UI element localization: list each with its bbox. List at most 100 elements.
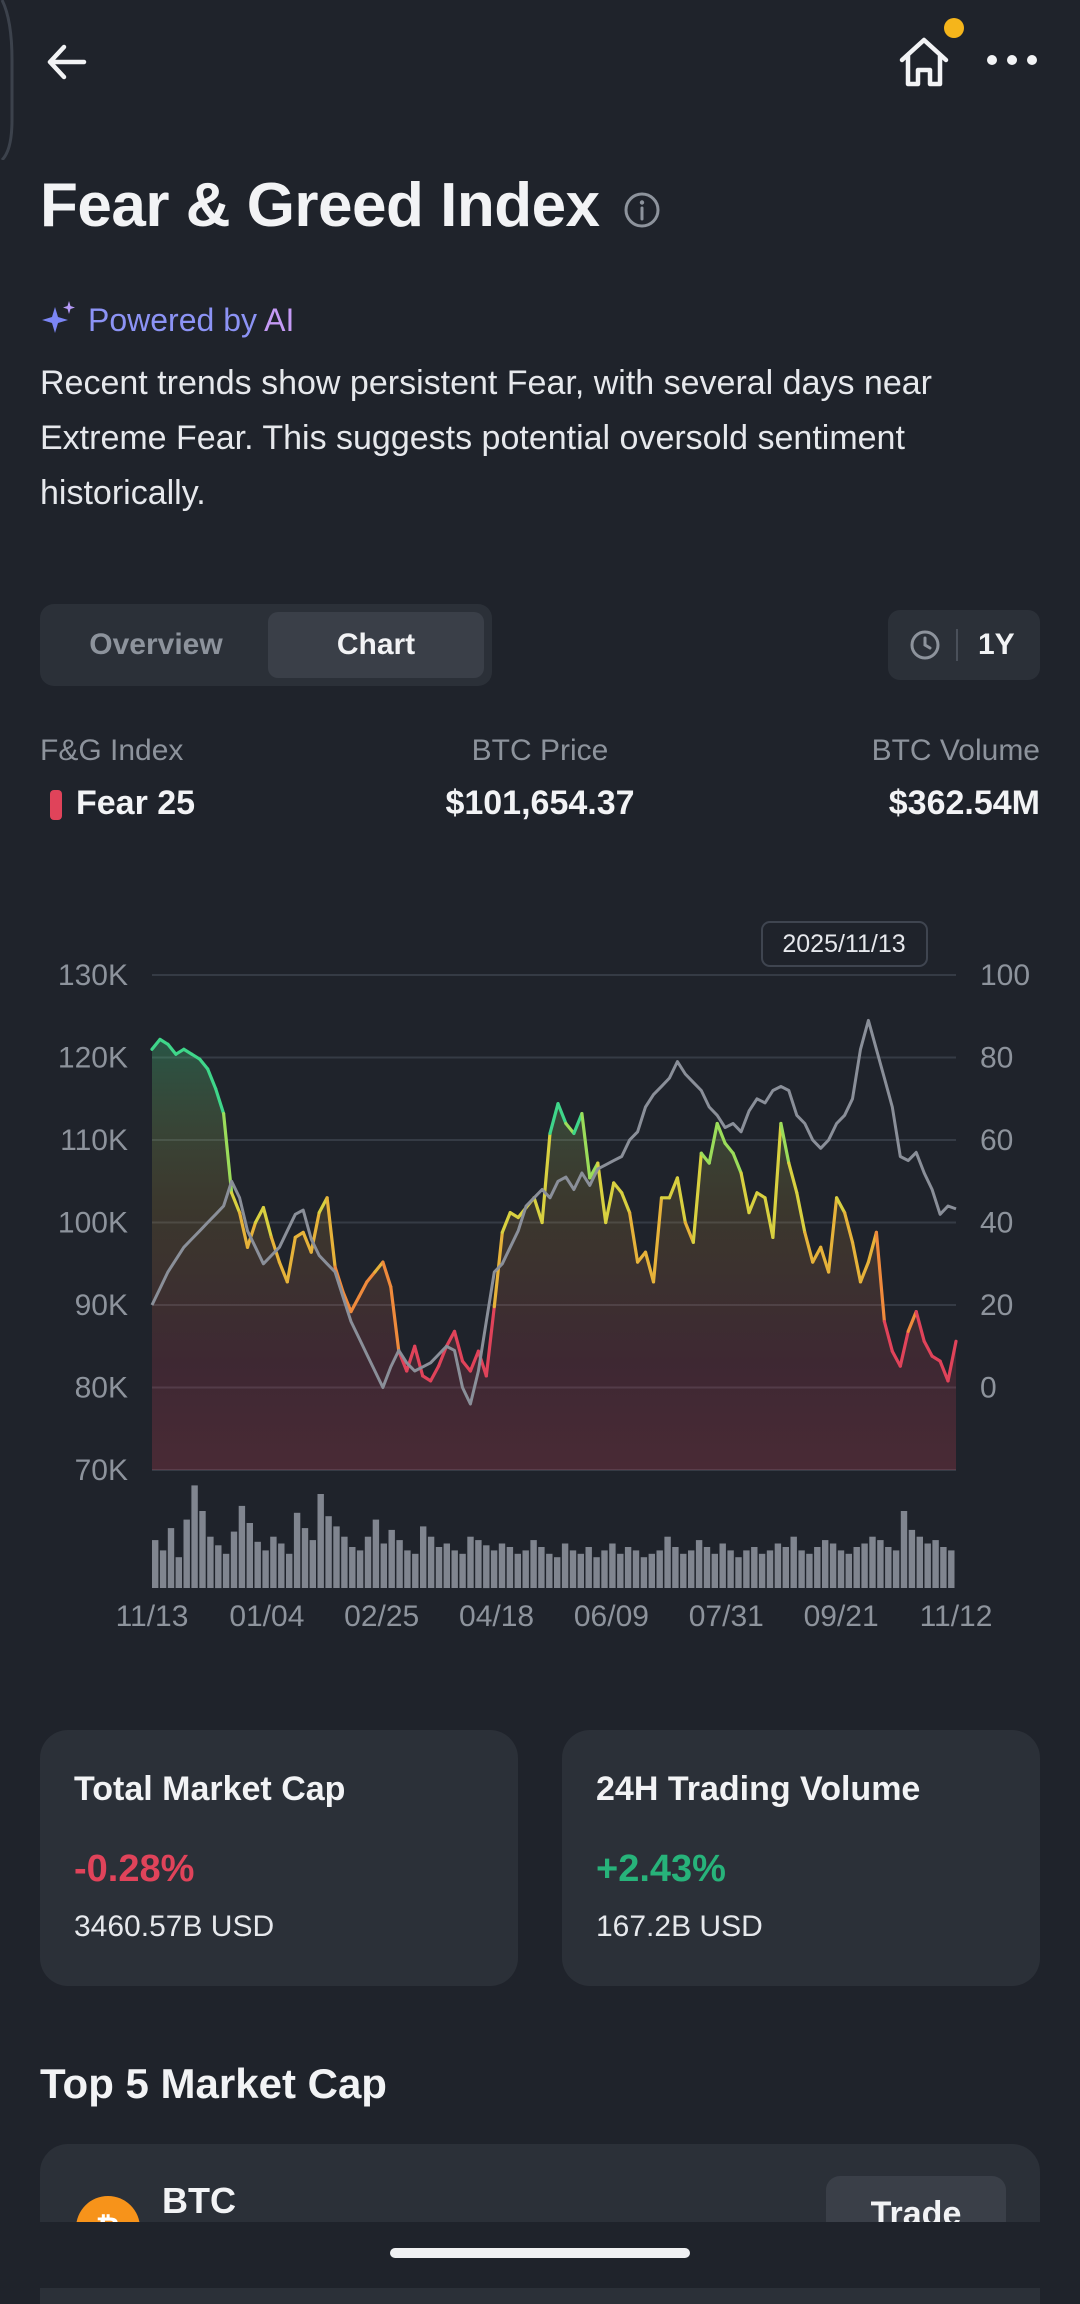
- fg-line-segment: [731, 1151, 743, 1175]
- volume-bar: [774, 1543, 782, 1588]
- volume-bar: [924, 1543, 931, 1588]
- fear-greed-chart[interactable]: 130K 120K 110K 100K 90K 80K 70K 100 80 60 40 20 0 1…: [0, 900, 1080, 1660]
- volume-bar: [230, 1531, 238, 1588]
- volume-bar: [246, 1523, 253, 1588]
- left-axis-tick: 120K: [58, 1042, 128, 1075]
- x-axis-tick: 09/21: [804, 1600, 879, 1633]
- volume-bar: [396, 1540, 403, 1588]
- fg-line-segment: [588, 1161, 600, 1180]
- volume-bar: [569, 1550, 577, 1588]
- volume-bar: [940, 1547, 947, 1588]
- x-axis-tick: 11/12: [920, 1600, 993, 1633]
- x-axis-tick: 11/13: [116, 1600, 189, 1633]
- fg-line-segment: [922, 1339, 934, 1358]
- fg-line-segment: [452, 1329, 465, 1363]
- volume-bar: [790, 1536, 797, 1588]
- fg-line-segment: [580, 1112, 592, 1180]
- fg-line-segment: [635, 1250, 648, 1264]
- info-icon[interactable]: [622, 190, 662, 230]
- fg-line-segment: [500, 1211, 512, 1234]
- ai-badge: Powered by AI: [40, 298, 294, 342]
- fg-line-segment: [150, 1037, 162, 1051]
- fg-line-segment: [341, 1290, 353, 1314]
- volume-bar: [554, 1557, 561, 1588]
- divider: [956, 629, 958, 661]
- fg-line-segment: [604, 1181, 616, 1225]
- card-subvalue: 3460.57B USD: [74, 1910, 275, 1943]
- volume-bar: [601, 1550, 608, 1588]
- volume-bar: [467, 1536, 474, 1588]
- volume-bar: [522, 1550, 529, 1588]
- volume-bar: [664, 1536, 671, 1588]
- fg-line-segment: [683, 1220, 695, 1244]
- volume-bar: [648, 1553, 655, 1588]
- fg-line-segment: [675, 1176, 687, 1225]
- tab-overview[interactable]: Overview: [89, 628, 223, 661]
- volume-bar: [278, 1543, 285, 1588]
- left-axis-tick: 90K: [75, 1289, 128, 1322]
- volume-bar: [624, 1547, 632, 1588]
- fg-line-segment: [890, 1349, 902, 1368]
- volume-bar: [222, 1553, 230, 1588]
- home-icon[interactable]: [892, 30, 956, 94]
- fg-index-area: [152, 1039, 956, 1470]
- fg-line-segment: [238, 1211, 250, 1249]
- fg-line-segment: [795, 1191, 807, 1234]
- fg-line-segment: [763, 1196, 775, 1239]
- back-arrow-icon[interactable]: [40, 34, 96, 90]
- volume-bar: [435, 1547, 443, 1588]
- fg-line-segment: [874, 1230, 887, 1324]
- volume-bar: [916, 1536, 923, 1588]
- screen-edge-decoration: [0, 0, 16, 162]
- volume-bar: [364, 1536, 372, 1588]
- fg-line-segment: [779, 1121, 791, 1165]
- fg-line-segment: [285, 1235, 297, 1284]
- tab-chart[interactable]: Chart: [268, 612, 484, 678]
- btc-price-label: BTC Price: [471, 734, 609, 767]
- fg-line-segment: [723, 1141, 735, 1155]
- tooltip-date: 2025/11/13: [782, 930, 905, 958]
- time-range-button[interactable]: 1Y: [888, 610, 1040, 680]
- card-title: 24H Trading Volume: [596, 1770, 921, 1808]
- fg-line-segment: [819, 1245, 831, 1274]
- volume-bar: [238, 1505, 246, 1588]
- btc-price-line: [150, 1018, 957, 1406]
- volume-bar: [617, 1553, 624, 1588]
- trading-volume-card[interactable]: 24H Trading Volume +2.43% 167.2B USD: [562, 1730, 1040, 1986]
- volume-bar: [688, 1550, 695, 1588]
- fg-line-segment: [357, 1280, 369, 1299]
- fg-line-segment: [620, 1191, 632, 1215]
- fg-line-segment: [596, 1161, 608, 1225]
- volume-bar: [538, 1547, 545, 1588]
- volume-bar: [861, 1543, 868, 1588]
- fg-line-segment: [564, 1121, 576, 1135]
- volume-bar: [806, 1553, 813, 1588]
- volume-bar: [199, 1511, 206, 1588]
- notification-dot: [944, 18, 964, 38]
- x-axis-tick: 07/31: [689, 1600, 764, 1633]
- volume-bar: [183, 1519, 190, 1588]
- volume-bar: [207, 1536, 214, 1588]
- volume-bar: [885, 1547, 892, 1588]
- fg-line-segment: [206, 1067, 218, 1091]
- total-market-cap-card[interactable]: Total Market Cap -0.28% 3460.57B USD: [40, 1730, 518, 1986]
- volume-bar: [293, 1512, 301, 1588]
- home-indicator[interactable]: [390, 2248, 690, 2258]
- volume-bar: [711, 1553, 718, 1588]
- btc-volume-value: $362.54M: [888, 784, 1040, 822]
- fg-line-segment: [484, 1305, 496, 1378]
- volume-bar: [349, 1547, 356, 1588]
- volume-bar: [372, 1519, 380, 1588]
- right-axis-tick: 20: [980, 1289, 1013, 1322]
- volume-bar: [506, 1547, 514, 1588]
- volume-bar: [341, 1536, 348, 1588]
- volume-bar: [333, 1526, 340, 1588]
- fg-index-value: Fear 25: [76, 784, 196, 822]
- fg-line-segment: [739, 1171, 751, 1215]
- fg-line-segment: [882, 1319, 894, 1353]
- more-options-icon[interactable]: [984, 44, 1040, 76]
- volume-bar: [703, 1547, 711, 1588]
- fg-line-segment: [842, 1211, 855, 1244]
- volume-bar: [451, 1550, 458, 1588]
- sparkle-icon: [40, 299, 78, 342]
